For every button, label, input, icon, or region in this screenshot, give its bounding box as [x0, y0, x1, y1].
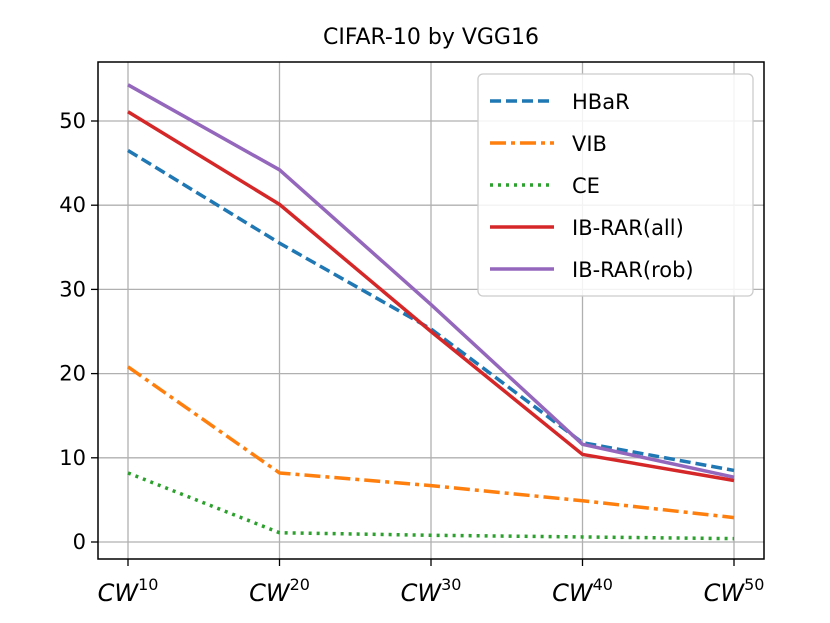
- legend-label: VIB: [572, 132, 607, 156]
- series-line: [126, 365, 735, 520]
- y-tick-label: 20: [59, 362, 86, 386]
- legend-box: [477, 73, 754, 297]
- legend-label: IB-RAR(all): [572, 216, 684, 240]
- x-tick-label: CW50: [704, 575, 765, 607]
- series-line: [127, 110, 735, 483]
- x-tick-label: CW40: [552, 575, 613, 607]
- legend-label: CE: [572, 174, 600, 198]
- x-tick-label: CW30: [401, 575, 462, 607]
- y-axis: 0 10 20 30 40 50: [59, 109, 98, 554]
- series-line: [127, 148, 735, 473]
- chart-title: CIFAR-10 by VGG16: [323, 25, 539, 50]
- legend-label: HBaR: [572, 90, 630, 114]
- y-tick-label: 30: [59, 277, 86, 301]
- x-tick-label: CW10: [98, 575, 159, 607]
- x-tick-label: CW20: [249, 575, 310, 607]
- y-tick-label: 0: [73, 530, 86, 554]
- series-line: [127, 471, 735, 541]
- y-tick-label: 10: [59, 446, 86, 470]
- y-tick-label: 50: [59, 109, 86, 133]
- series-line: [127, 83, 735, 479]
- legend: HBaR VIB CE IB-RAR(all) IB-RAR(rob): [477, 73, 754, 297]
- legend-label: IB-RAR(rob): [572, 258, 694, 282]
- plot-series: [126, 83, 735, 541]
- y-tick-label: 40: [59, 193, 86, 217]
- x-axis: CW10 CW20 CW30 CW40 CW50: [98, 559, 765, 607]
